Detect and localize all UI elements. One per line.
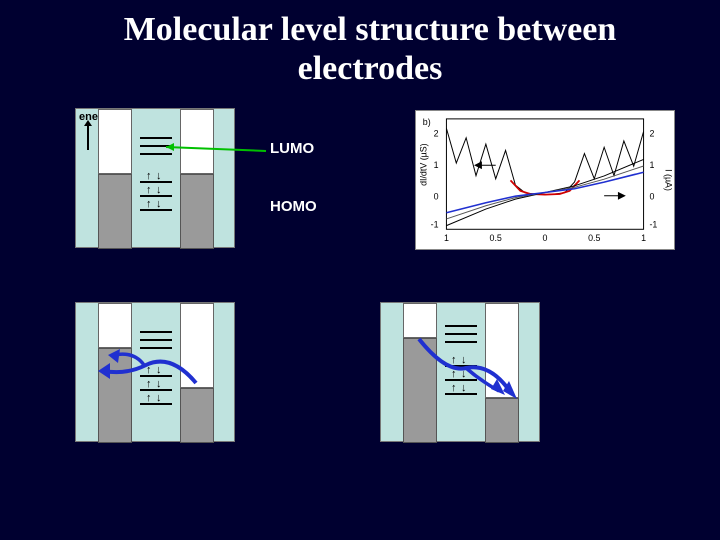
lumo-pointer-arrow-icon [166, 139, 276, 159]
spin-up-icon: ↑ [146, 185, 152, 196]
right-electrode-filled [180, 174, 214, 249]
tunnel-arrow-icon [411, 333, 531, 403]
lumo-level [445, 325, 477, 327]
svg-text:2: 2 [649, 129, 654, 139]
svg-text:0.5: 0.5 [588, 233, 600, 243]
spin-down-icon: ↓ [156, 199, 162, 210]
svg-text:-1: -1 [649, 219, 657, 229]
energy-diagram-bias-left: ↑ ↓ ↑ ↓ ↑ ↓ [75, 302, 235, 442]
left-axis-label: dI/dtV (µS) [419, 143, 429, 186]
right-axis-label: I (µA) [663, 169, 673, 191]
svg-text:0.5: 0.5 [490, 233, 502, 243]
spin-down-icon: ↓ [156, 393, 162, 404]
svg-text:0: 0 [434, 192, 439, 202]
spin-down-icon: ↓ [156, 185, 162, 196]
svg-text:1: 1 [641, 233, 646, 243]
energy-diagram-equilibrium: energy ↑ ↓ ↑ ↓ ↑ ↓ [75, 108, 235, 248]
spin-up-icon: ↑ [146, 171, 152, 182]
svg-text:0: 0 [543, 233, 548, 243]
svg-text:1: 1 [649, 160, 654, 170]
slide-title: Molecular level structure between electr… [0, 0, 720, 88]
spin-up-icon: ↑ [146, 199, 152, 210]
svg-text:-1: -1 [431, 219, 439, 229]
svg-text:0: 0 [649, 192, 654, 202]
right-electrode-filled [485, 398, 519, 443]
iv-didv-graph: b) dI/dtV (µS) I (µA) -1 0 1 2 -1 0 1 2 … [415, 110, 675, 250]
lumo-level [140, 339, 172, 341]
right-ticks: -1 0 1 2 [649, 129, 657, 230]
left-electrode-filled [98, 174, 132, 249]
svg-text:1: 1 [444, 233, 449, 243]
homo-label: HOMO [270, 198, 317, 215]
svg-text:1: 1 [434, 160, 439, 170]
graph-curves [446, 128, 643, 225]
energy-diagram-bias-right: ↑ ↓ ↑ ↓ ↑ ↓ [380, 302, 540, 442]
energy-axis-arrow-icon [87, 125, 89, 150]
lumo-label: LUMO [270, 140, 314, 157]
left-electrode-vacuum [98, 109, 132, 174]
spin-down-icon: ↓ [156, 171, 162, 182]
left-electrode-vacuum [98, 303, 132, 348]
graph-svg: b) dI/dtV (µS) I (µA) -1 0 1 2 -1 0 1 2 … [416, 111, 674, 249]
right-electrode-filled [180, 388, 214, 443]
x-ticks: 1 0.5 0 0.5 1 [444, 233, 646, 243]
spin-up-icon: ↑ [146, 393, 152, 404]
left-ticks: -1 0 1 2 [431, 129, 439, 230]
tunnel-arrow-icon [96, 343, 216, 393]
panel-tag: b) [423, 117, 431, 127]
svg-text:2: 2 [434, 129, 439, 139]
lumo-level [140, 331, 172, 333]
